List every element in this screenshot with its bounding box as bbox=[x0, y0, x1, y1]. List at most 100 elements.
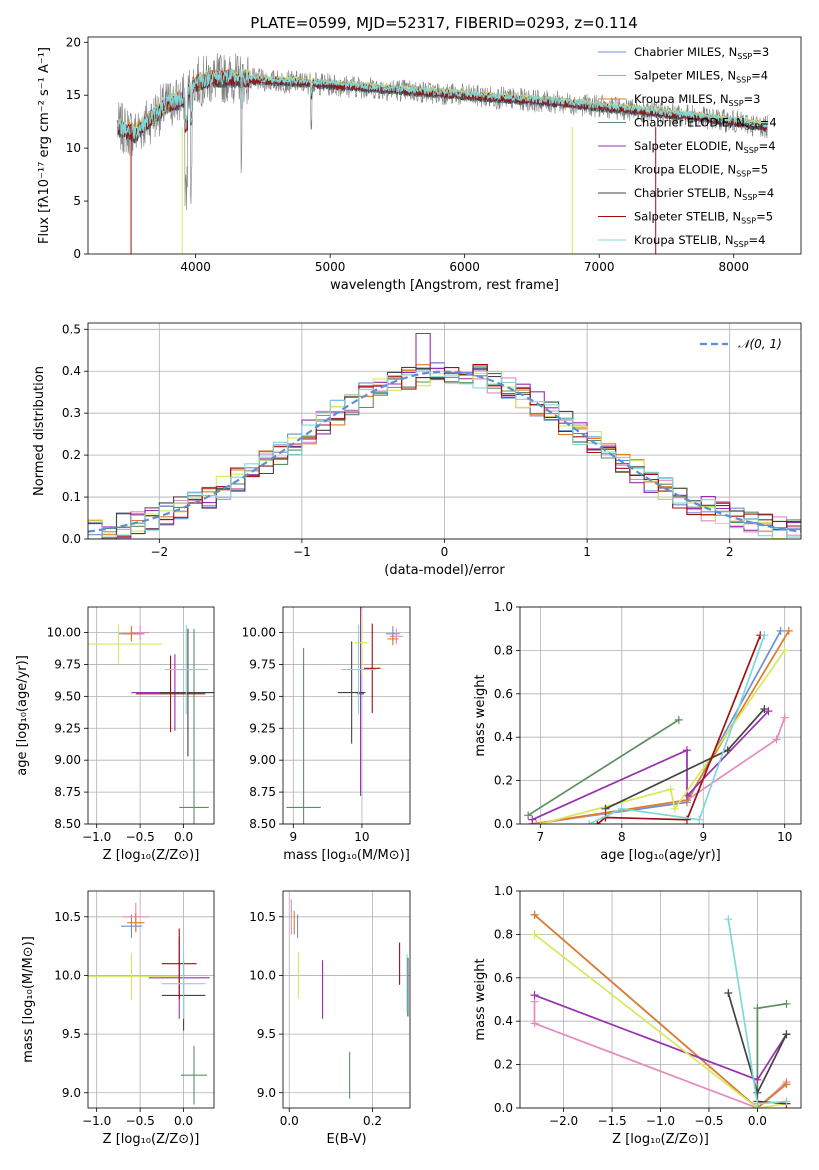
axes-frame bbox=[519, 606, 802, 825]
weight-marker bbox=[753, 1088, 762, 1097]
mass-vs-metallicity-chart: −1.0 −0.5 0.0 9.0 9.5 10.0 10.5 Z [log₁₀(Z/Z⊙)]… bbox=[21, 890, 215, 1147]
legend-entry: Kroupa STELIB, NSSP=4 bbox=[634, 233, 765, 249]
x-tick-label: −1.5 bbox=[597, 1114, 626, 1128]
legend-subscript: SSP bbox=[736, 170, 751, 179]
weight-marker bbox=[753, 1099, 762, 1108]
weight-marker bbox=[724, 915, 733, 924]
weight-marker bbox=[782, 999, 791, 1008]
spectrum-chart: 4000 5000 6000 7000 8000 0 5 10 15 20 wavelength [… bbox=[37, 35, 802, 293]
x-axis-label: E(B-V) bbox=[326, 1132, 366, 1147]
legend-entry: Kroupa ELODIE, NSSP=5 bbox=[634, 163, 768, 179]
weight-marker bbox=[753, 1075, 762, 1084]
weight-line bbox=[532, 630, 782, 824]
legend-subscript: SSP bbox=[745, 123, 760, 132]
weight-marker bbox=[723, 746, 732, 755]
x-axis-label: (data-model)/error bbox=[384, 563, 505, 578]
x-tick-label: 0.0 bbox=[748, 1114, 767, 1128]
weight-marker bbox=[753, 1004, 762, 1013]
ticks: 9 10 8.50 8.75 9.00 9.25 9.50 9.75 10.00 bbox=[242, 626, 370, 844]
ticks: 0.0 0.2 9.0 9.5 10.0 10.5 bbox=[249, 910, 382, 1128]
weight-marker bbox=[695, 815, 704, 824]
y-tick-label: 8.75 bbox=[54, 785, 81, 799]
ticks: −1.0 −0.5 0.0 9.0 9.5 10.0 10.5 bbox=[54, 910, 193, 1128]
legend-entry: Chabrier ELODIE, NSSP=4 bbox=[634, 116, 777, 132]
y-axis-label: mass weight bbox=[473, 674, 488, 756]
y-tick-label: 8.50 bbox=[249, 817, 276, 831]
y-axis-label: mass [log₁₀(M/M⊙)] bbox=[21, 936, 36, 1063]
legend-subscript: SSP bbox=[744, 146, 759, 155]
legend-subscript: SSP bbox=[737, 52, 752, 61]
ticks: −1.0 −0.5 0.0 8.50 8.75 9.00 9.25 9.50 9.75 10.00 bbox=[47, 626, 193, 844]
weight-marker bbox=[674, 715, 683, 724]
legend-subscript: SSP bbox=[742, 193, 757, 202]
weight-marker bbox=[782, 1097, 791, 1106]
legend-entry: Chabrier MILES, NSSP=3 bbox=[634, 45, 769, 61]
grid bbox=[88, 607, 214, 825]
y-tick-label: 9.00 bbox=[249, 753, 276, 767]
y-tick-label: 0.1 bbox=[62, 490, 81, 504]
x-tick-label: 1 bbox=[583, 545, 591, 559]
weight-marker bbox=[782, 1030, 791, 1039]
x-tick-label: −2.0 bbox=[549, 1114, 578, 1128]
plot-area bbox=[88, 332, 801, 539]
weight-marker bbox=[760, 631, 769, 640]
legend-entry: 𝒩(0, 1) bbox=[738, 337, 782, 351]
x-axis-label: Z [log₁₀(Z/Z⊙)] bbox=[103, 848, 200, 863]
y-tick-label: 10.5 bbox=[249, 910, 276, 924]
y-tick-label: 9.0 bbox=[257, 1086, 276, 1100]
ticks: 7 8 9 10 0.0 0.2 0.4 0.6 0.8 1.0 bbox=[494, 600, 792, 844]
y-tick-label: 0.8 bbox=[494, 927, 513, 941]
plot-area bbox=[117, 53, 768, 254]
y-tick-label: 0.2 bbox=[62, 448, 81, 462]
weight-marker bbox=[666, 785, 675, 794]
x-tick-label: −1 bbox=[293, 545, 311, 559]
x-tick-label: 2 bbox=[726, 545, 734, 559]
weight-marker bbox=[617, 804, 626, 813]
y-tick-label: 10 bbox=[66, 141, 81, 155]
y-tick-label: 1.0 bbox=[494, 600, 513, 614]
y-tick-label: 0.3 bbox=[62, 406, 81, 420]
y-tick-label: 0.0 bbox=[494, 817, 513, 831]
legend-subscript: SSP bbox=[736, 76, 751, 85]
y-tick-label: 20 bbox=[66, 35, 81, 49]
x-tick-label: −1.0 bbox=[646, 1114, 675, 1128]
age-vs-metallicity-chart: −1.0 −0.5 0.0 8.50 8.75 9.00 9.25 9.50 9.75 10.00… bbox=[15, 606, 215, 863]
axes-frame bbox=[282, 606, 411, 825]
grid bbox=[88, 323, 801, 540]
y-tick-label: 10.00 bbox=[242, 626, 276, 640]
weight-marker bbox=[670, 804, 679, 813]
weight-marker bbox=[524, 811, 533, 820]
axes-frame bbox=[87, 322, 802, 540]
legend-value: =3 bbox=[744, 92, 761, 106]
residuals-chart: −2 −1 0 1 2 0.0 0.1 0.2 0.3 0.4 0.5 (data-model)/er… bbox=[32, 322, 802, 578]
axes-frame bbox=[519, 890, 802, 1109]
weight-line bbox=[596, 634, 762, 824]
x-tick-label: 9 bbox=[699, 830, 707, 844]
weight-vs-age-chart: 7 8 9 10 0.0 0.2 0.4 0.6 0.8 1.0 age [log₁₀(age/yr… bbox=[473, 600, 802, 863]
ticks: −2 −1 0 1 2 0.0 0.1 0.2 0.3 0.4 0.5 bbox=[62, 322, 734, 559]
plot-area bbox=[286, 607, 404, 824]
weight-marker bbox=[776, 626, 785, 635]
legend-subscript: SSP bbox=[741, 217, 756, 226]
x-tick-label: 7000 bbox=[584, 260, 615, 274]
y-tick-label: 0.0 bbox=[494, 1101, 513, 1115]
axes-frame bbox=[87, 890, 215, 1109]
legend-value: =3 bbox=[752, 45, 769, 59]
y-tick-label: 10.5 bbox=[54, 910, 81, 924]
x-tick-label: −1.0 bbox=[82, 1114, 111, 1128]
plot-area bbox=[530, 910, 791, 1108]
x-axis-label: age [log₁₀(age/yr)] bbox=[600, 848, 721, 863]
y-axis-label: Normed distribution bbox=[32, 366, 47, 496]
normal-curve bbox=[88, 370, 801, 533]
x-tick-label: 0 bbox=[441, 545, 449, 559]
weight-marker bbox=[760, 704, 769, 713]
y-tick-label: 0.2 bbox=[494, 1058, 513, 1072]
x-axis-label: wavelength [Angstrom, rest frame] bbox=[330, 278, 559, 293]
plot-area bbox=[290, 899, 409, 1099]
plot-area bbox=[88, 902, 210, 1105]
y-tick-label: 0.6 bbox=[494, 687, 513, 701]
ticks: −2.0 −1.5 −1.0 −0.5 0.0 0.0 0.2 0.4 0.6 0.8 1.0 bbox=[494, 884, 767, 1128]
residual-histogram bbox=[88, 364, 801, 539]
y-tick-label: 10.0 bbox=[249, 968, 276, 982]
